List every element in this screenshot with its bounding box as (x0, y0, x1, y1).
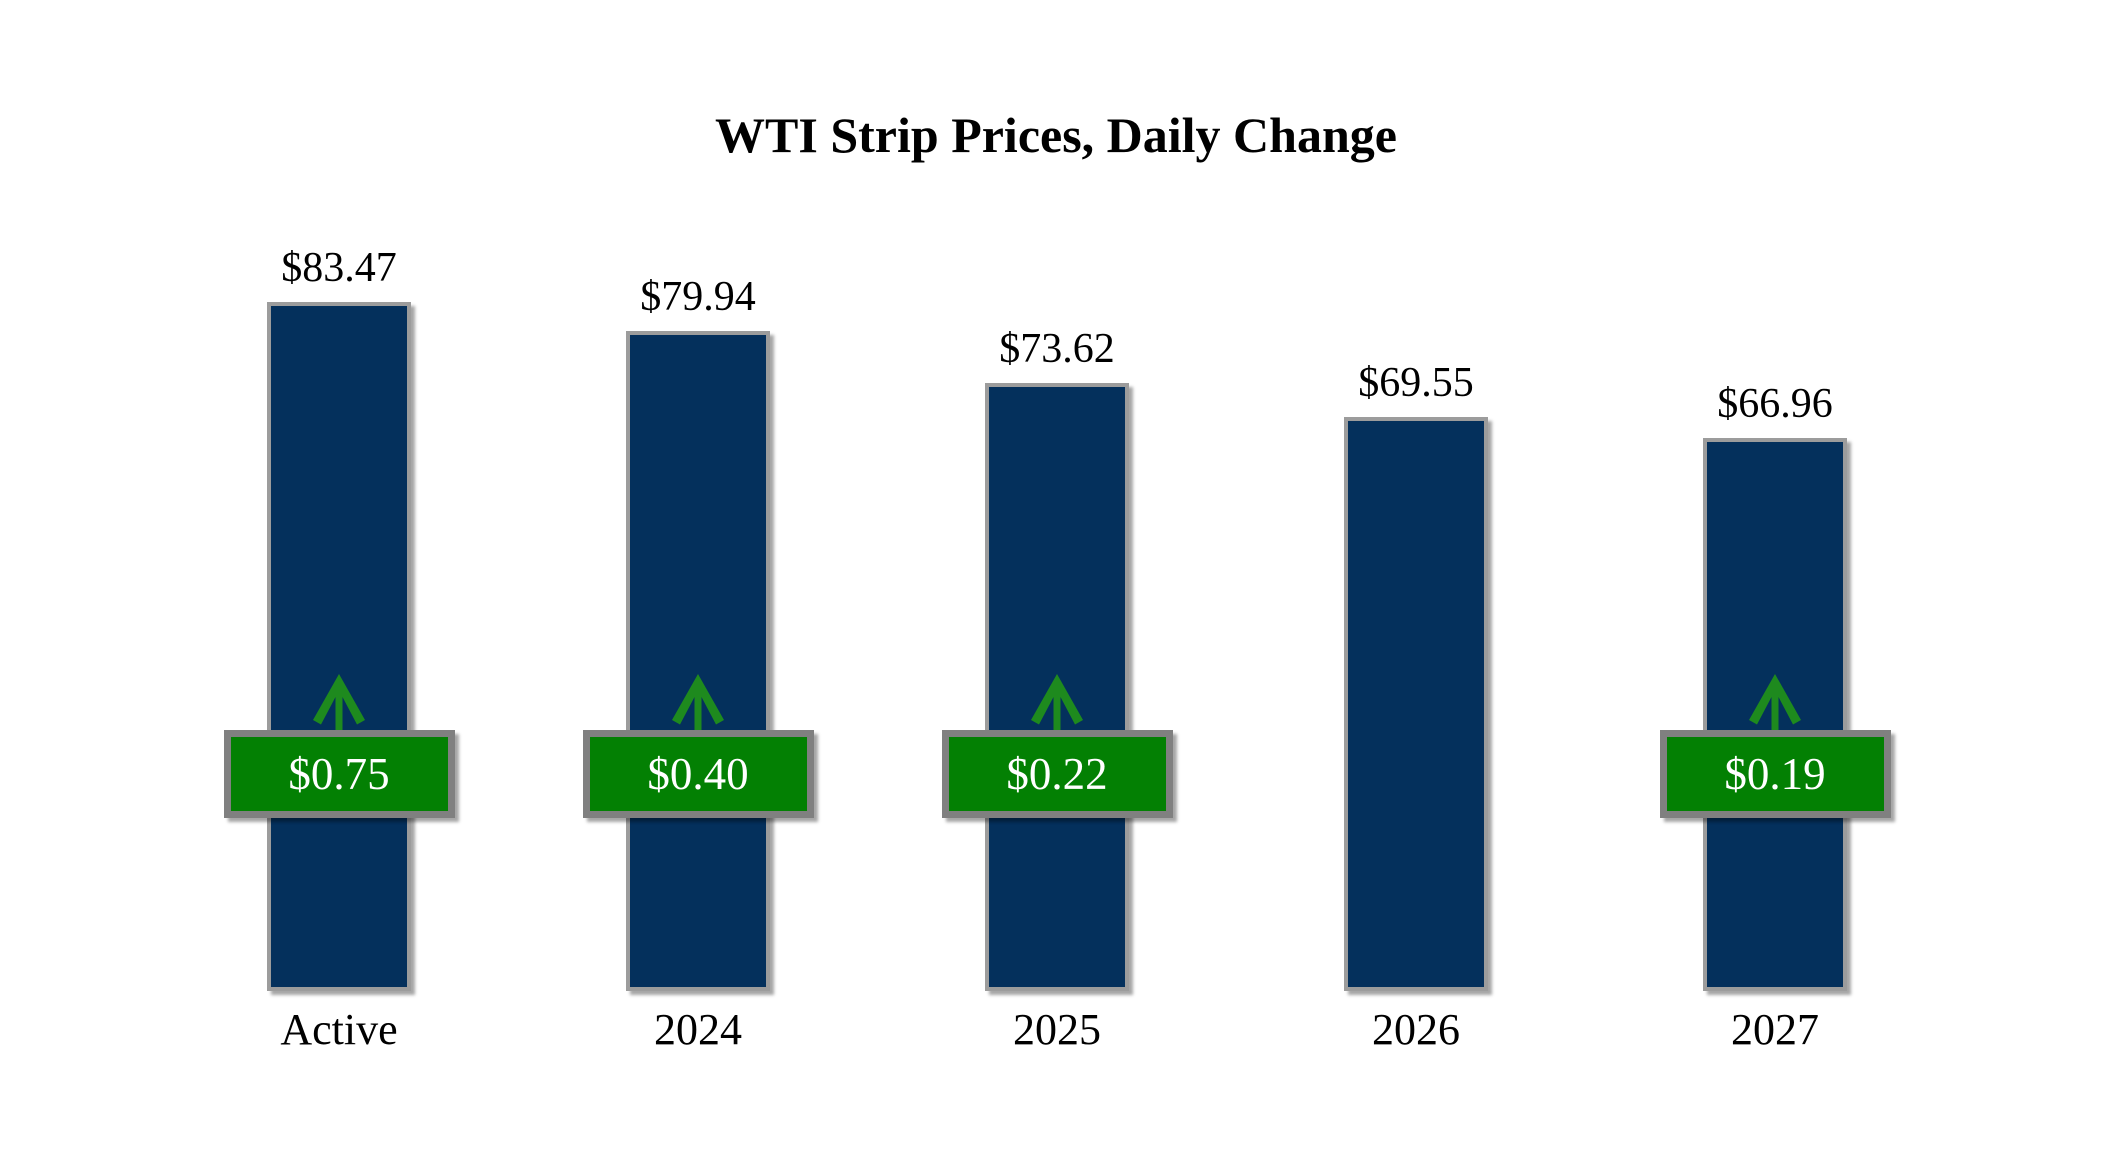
bar-group: $73.62 $0.22 2025 (877, 0, 1237, 1152)
daily-change-badge: $0.75 (223, 730, 455, 818)
bar (1344, 417, 1488, 991)
daily-change-badge: $0.19 (1659, 730, 1891, 818)
bar-group: $69.55 2026 (1236, 0, 1596, 1152)
bar-value-label: $79.94 (640, 274, 756, 320)
daily-change-badge: $0.22 (941, 730, 1173, 818)
category-label: Active (280, 1005, 398, 1054)
bar-group: $79.94 $0.40 2024 (518, 0, 878, 1152)
bar-value-label: $73.62 (999, 326, 1115, 372)
bar-value-label: $83.47 (281, 245, 397, 291)
up-arrow-icon (672, 674, 724, 732)
daily-change-badge: $0.40 (582, 730, 814, 818)
bar-value-label: $69.55 (1358, 360, 1474, 406)
bar (626, 331, 770, 991)
bar-group: $83.47 $0.75 Active (159, 0, 519, 1152)
category-label: 2024 (654, 1005, 742, 1054)
up-arrow-icon (1749, 674, 1801, 732)
daily-change-value: $0.19 (1724, 749, 1826, 799)
category-label: 2026 (1372, 1005, 1460, 1054)
up-arrow-icon (1031, 674, 1083, 732)
daily-change-value: $0.75 (288, 749, 390, 799)
bar-group: $66.96 $0.19 2027 (1595, 0, 1955, 1152)
up-arrow-icon (313, 674, 365, 732)
category-label: 2027 (1731, 1005, 1819, 1054)
daily-change-value: $0.22 (1006, 749, 1108, 799)
bar (267, 302, 411, 991)
bar-value-label: $66.96 (1717, 381, 1833, 427)
category-label: 2025 (1013, 1005, 1101, 1054)
daily-change-value: $0.40 (647, 749, 749, 799)
chart-title: WTI Strip Prices, Daily Change (715, 107, 1397, 163)
